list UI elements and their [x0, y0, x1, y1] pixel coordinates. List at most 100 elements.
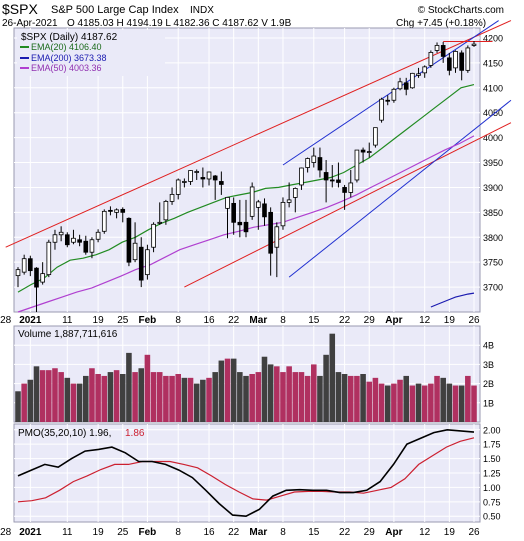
volume-bar [107, 372, 114, 422]
candle-body [354, 149, 360, 181]
volume-bar [144, 354, 151, 422]
candle-body [373, 127, 378, 146]
volume-bar [175, 374, 181, 422]
volume-bar [372, 377, 379, 422]
x-tick-label: 8 [280, 527, 286, 538]
volume-bar [267, 364, 274, 422]
volume-bar [249, 374, 255, 422]
volume-bar [378, 383, 385, 422]
price-legend-box [17, 30, 165, 76]
volume-bar [237, 372, 243, 422]
rising-wedge-upper-line [282, 20, 499, 166]
candle-body [231, 202, 236, 223]
candle-body [391, 88, 397, 101]
volume-bar [323, 354, 329, 422]
candle-body [379, 98, 384, 121]
volume-bar [193, 383, 200, 422]
x-tick-label: 25 [117, 315, 129, 326]
candle-body [416, 73, 421, 76]
volume-bar [181, 377, 188, 422]
candle-body [434, 45, 440, 51]
index-name: S&P 500 Large Cap Index [51, 4, 179, 16]
pmo-y-axis: 0.50 0.75 1.00 1.25 1.50 1.75 2.00 [483, 425, 501, 521]
volume-panel-title: Volume 1,887,711,616 [18, 329, 118, 340]
candle-body [471, 43, 477, 46]
candle-body [280, 201, 286, 227]
candle-body [286, 199, 292, 203]
price-y-tick-label: 4100 [483, 83, 503, 93]
volume-bar [347, 375, 354, 422]
price-x-axis: 28 2021 11 19 25 Feb 8 16 22 Mar 8 15 22 29 Apr 12 19 26 [0, 315, 480, 326]
ema50-legend: EMA(50) 4003.36 [31, 63, 102, 73]
candle-body [71, 237, 76, 243]
x-tick-label: Apr [385, 315, 402, 326]
candle-body [108, 209, 113, 212]
candle-body [114, 209, 119, 213]
candle-body [305, 158, 310, 168]
candle-body [410, 72, 415, 89]
candle-body [453, 51, 458, 69]
volume-bar [243, 375, 249, 422]
volume-bar [458, 385, 465, 422]
candle-body [188, 170, 193, 182]
candle-body [58, 231, 64, 236]
pmo-lines [17, 428, 475, 518]
candle-body [157, 221, 163, 224]
volume-y-tick-label: 4B [483, 341, 494, 351]
price-y-tick-label: 4050 [483, 108, 503, 118]
volume-bar [156, 372, 163, 422]
change-readout: Chg +7.45 (+0.18%) [396, 18, 486, 29]
volume-bar [280, 372, 286, 422]
x-tick-label: 12 [419, 315, 431, 326]
date-label: 26-Apr-2021 [2, 18, 58, 29]
x-tick-label: 19 [444, 527, 456, 538]
volume-bar [384, 385, 391, 422]
volume-y-tick-label: 3B [483, 360, 494, 370]
volume-y-tick-label: 1B [483, 398, 494, 408]
price-y-tick-label: 4200 [483, 33, 503, 43]
volume-bar [311, 364, 317, 422]
volume-bar [415, 383, 422, 422]
volume-bar [335, 372, 342, 422]
copyright: © StockCharts.com [418, 5, 504, 16]
ema200-legend: EMA(200) 3673.38 [31, 53, 107, 63]
volume-bar [465, 375, 471, 422]
candle-body [262, 203, 267, 218]
x-tick-label: 19 [93, 527, 105, 538]
pmo-panel: 0.50 0.75 1.00 1.25 1.50 1.75 2.00 PMO(35,20,1… [5, 423, 501, 523]
price-y-tick-label: 4000 [483, 133, 503, 143]
price-y-tick-label: 3700 [483, 283, 503, 293]
volume-bar [119, 374, 126, 422]
candle-body [317, 157, 323, 171]
volume-bar [163, 375, 169, 422]
candle-body [206, 171, 212, 180]
volume-bar [292, 372, 299, 422]
volume-bar [471, 385, 477, 422]
x-tick-label: 8 [280, 315, 286, 326]
volume-bar [76, 383, 83, 422]
volume-bar [21, 383, 27, 422]
volume-bar [169, 375, 175, 422]
x-tick-label: 8 [175, 315, 181, 326]
pmo-line [17, 428, 475, 518]
candle-body [120, 208, 126, 213]
price-y-axis: 3700 3750 3800 3850 3900 3950 4000 4050 4100 4150… [483, 33, 503, 292]
candle-body [447, 57, 452, 71]
volume-bars [15, 333, 477, 422]
x-tick-label: 12 [419, 527, 431, 538]
x-tick-label: 11 [62, 315, 73, 326]
candle-body [77, 239, 82, 243]
volume-bar [83, 375, 89, 422]
pmo-y-tick-label: 1.50 [483, 454, 501, 464]
volume-bar [317, 375, 323, 422]
volume-bar [206, 377, 212, 422]
candle-body [422, 66, 428, 74]
volume-bar [46, 370, 52, 422]
price-y-tick-label: 3800 [483, 233, 503, 243]
volume-bar [286, 366, 292, 422]
volume-bar [39, 370, 46, 422]
x-tick-label: 15 [308, 527, 320, 538]
candle-body [21, 258, 27, 273]
volume-bar [33, 366, 40, 422]
